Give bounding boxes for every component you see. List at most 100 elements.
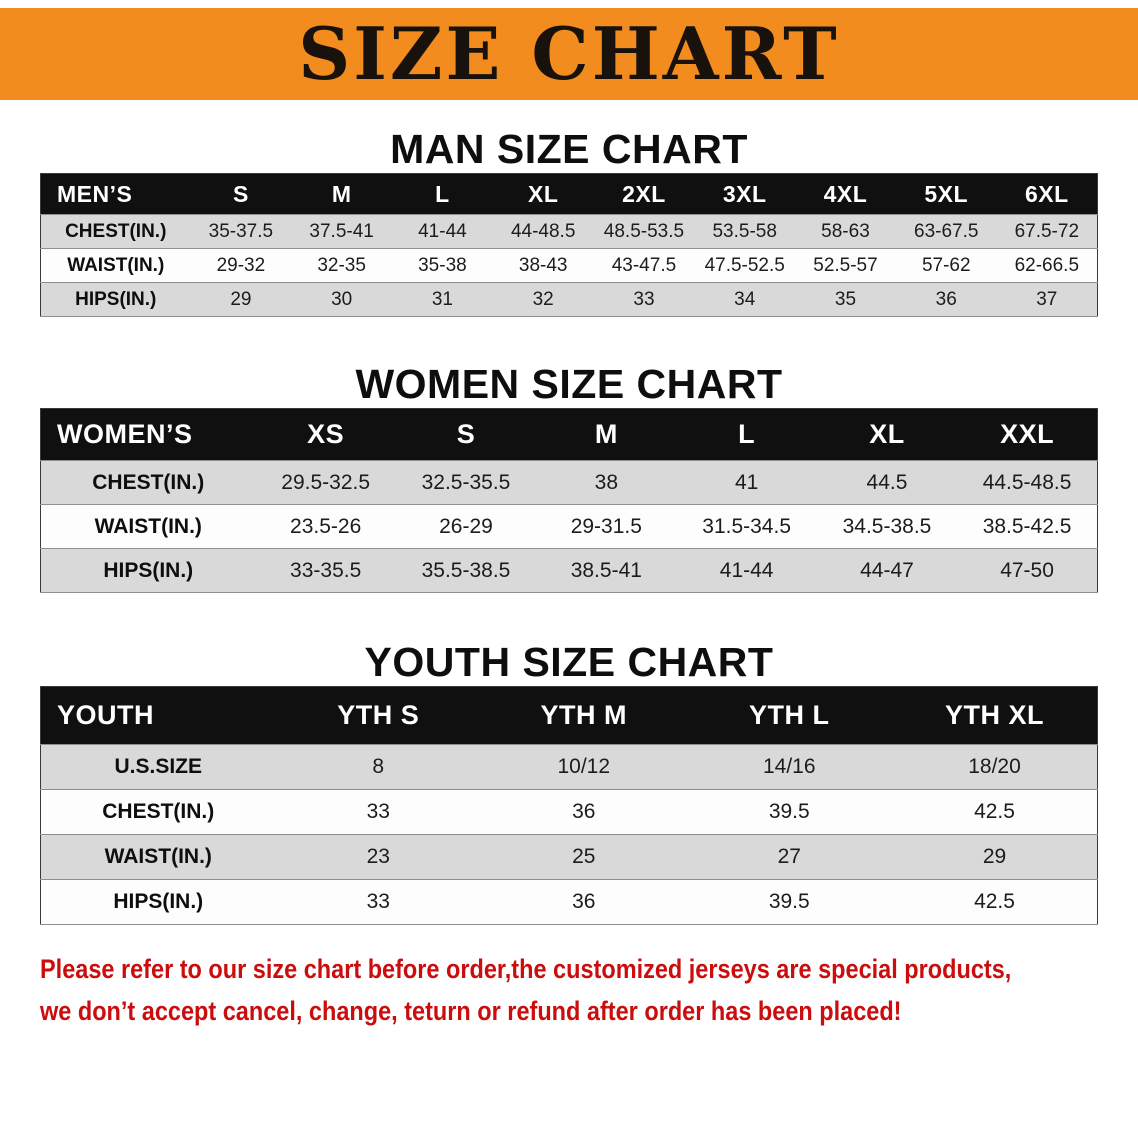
size-value-cell: 18/20 <box>892 744 1098 790</box>
size-column-header: YTH XL <box>892 686 1098 745</box>
table-row: U.S.SIZE 8 10/12 14/16 18/20 <box>40 744 1098 790</box>
measurement-row-label: WAIST(IN.) <box>40 834 276 880</box>
size-value-cell: 35 <box>795 282 896 317</box>
women-size-section: WOMEN SIZE CHART WOMEN’S XS S M L XL XXL CHEST(… <box>0 361 1138 593</box>
size-value-cell: 35-38 <box>392 248 493 283</box>
size-column-header: 2XL <box>593 173 695 215</box>
size-column-header: 3XL <box>694 173 796 215</box>
size-value-cell: 26-29 <box>395 504 537 549</box>
size-value-cell: 67.5-72 <box>996 214 1098 249</box>
size-value-cell: 63-67.5 <box>895 214 997 249</box>
size-value-cell: 33 <box>275 879 481 925</box>
size-value-cell: 34 <box>694 282 796 317</box>
size-value-cell: 47.5-52.5 <box>694 248 796 283</box>
table-corner-label: WOMEN’S <box>40 408 256 461</box>
men-size-table: MEN’S S M L XL 2XL 3XL 4XL 5XL 6XL CHEST(IN.) 35-37… <box>40 173 1098 317</box>
table-header-row: MEN’S S M L XL 2XL 3XL 4XL 5XL 6XL <box>40 173 1098 215</box>
size-column-header: M <box>291 173 393 215</box>
size-column-header: YTH L <box>686 686 892 745</box>
size-value-cell: 39.5 <box>686 789 892 835</box>
men-section-heading: MAN SIZE CHART <box>390 126 748 172</box>
size-value-cell: 33 <box>593 282 695 317</box>
size-value-cell: 41 <box>676 460 817 505</box>
size-value-cell: 41-44 <box>392 214 493 249</box>
size-value-cell: 38.5-42.5 <box>957 504 1098 549</box>
youth-size-table: YOUTH YTH S YTH M YTH L YTH XL U.S.SIZE 8 10/12… <box>40 686 1098 925</box>
table-corner-label: MEN’S <box>40 173 191 215</box>
table-row: HIPS(IN.) 29 30 31 32 33 34 35 36 37 <box>40 282 1098 317</box>
size-value-cell: 37.5-41 <box>291 214 393 249</box>
size-value-cell: 44.5-48.5 <box>957 460 1098 505</box>
size-value-cell: 23.5-26 <box>255 504 396 549</box>
size-value-cell: 62-66.5 <box>996 248 1098 283</box>
youth-size-section: YOUTH SIZE CHART YOUTH YTH S YTH M YTH L YTH… <box>0 639 1138 925</box>
size-value-cell: 58-63 <box>795 214 896 249</box>
table-header-row: WOMEN’S XS S M L XL XXL <box>40 408 1098 461</box>
size-value-cell: 53.5-58 <box>694 214 796 249</box>
women-size-table: WOMEN’S XS S M L XL XXL CHEST(IN.) 29.5-32.5 32.5… <box>40 408 1098 593</box>
table-row: WAIST(IN.) 29-32 32-35 35-38 38-43 43-47.5 47.… <box>40 248 1098 283</box>
size-value-cell: 10/12 <box>481 744 687 790</box>
table-row: HIPS(IN.) 33-35.5 35.5-38.5 38.5-41 41-44 44-… <box>40 548 1098 593</box>
size-value-cell: 47-50 <box>957 548 1098 593</box>
size-value-cell: 25 <box>481 834 687 880</box>
measurement-row-label: WAIST(IN.) <box>40 504 256 549</box>
size-value-cell: 29 <box>892 834 1098 880</box>
size-value-cell: 48.5-53.5 <box>593 214 695 249</box>
size-value-cell: 33 <box>275 789 481 835</box>
size-value-cell: 31 <box>392 282 493 317</box>
measurement-row-label: HIPS(IN.) <box>40 282 191 317</box>
size-column-header: XL <box>492 173 594 215</box>
size-value-cell: 14/16 <box>686 744 892 790</box>
women-section-heading: WOMEN SIZE CHART <box>355 361 783 407</box>
size-value-cell: 8 <box>275 744 481 790</box>
size-value-cell: 42.5 <box>892 879 1098 925</box>
size-value-cell: 41-44 <box>676 548 817 593</box>
title-banner: SIZE CHART <box>0 8 1138 100</box>
table-row: HIPS(IN.) 33 36 39.5 42.5 <box>40 879 1098 925</box>
table-row: WAIST(IN.) 23 25 27 29 <box>40 834 1098 880</box>
size-value-cell: 44-48.5 <box>492 214 594 249</box>
size-value-cell: 29.5-32.5 <box>255 460 396 505</box>
size-value-cell: 39.5 <box>686 879 892 925</box>
men-size-section: MAN SIZE CHART MEN’S S M L XL 2XL 3XL 4XL 5XL 6XL… <box>0 126 1138 317</box>
size-value-cell: 38.5-41 <box>536 548 677 593</box>
size-column-header: M <box>536 408 677 461</box>
size-value-cell: 44-47 <box>816 548 958 593</box>
size-column-header: 4XL <box>795 173 896 215</box>
size-column-header: 6XL <box>996 173 1098 215</box>
size-value-cell: 30 <box>291 282 393 317</box>
size-column-header: 5XL <box>895 173 997 215</box>
measurement-row-label: CHEST(IN.) <box>40 789 276 835</box>
size-column-header: L <box>392 173 493 215</box>
size-value-cell: 57-62 <box>895 248 997 283</box>
measurement-row-label: HIPS(IN.) <box>40 548 256 593</box>
youth-section-heading: YOUTH SIZE CHART <box>364 639 774 685</box>
size-value-cell: 42.5 <box>892 789 1098 835</box>
size-value-cell: 32.5-35.5 <box>395 460 537 505</box>
disclaimer-line-2: we don’t accept cancel, change, teturn o… <box>40 995 902 1026</box>
size-value-cell: 31.5-34.5 <box>676 504 817 549</box>
measurement-row-label: U.S.SIZE <box>40 744 276 790</box>
disclaimer-note: Please refer to our size chart before or… <box>40 949 1138 1033</box>
size-column-header: YTH M <box>481 686 687 745</box>
size-value-cell: 32-35 <box>291 248 393 283</box>
size-column-header: S <box>395 408 537 461</box>
measurement-row-label: WAIST(IN.) <box>40 248 191 283</box>
size-value-cell: 32 <box>492 282 594 317</box>
table-corner-label: YOUTH <box>40 686 276 745</box>
table-header-row: YOUTH YTH S YTH M YTH L YTH XL <box>40 686 1098 745</box>
size-value-cell: 43-47.5 <box>593 248 695 283</box>
size-value-cell: 33-35.5 <box>255 548 396 593</box>
size-chart-page: SIZE CHART MAN SIZE CHART MEN’S S M L XL 2XL 3… <box>0 8 1138 1033</box>
page-title: SIZE CHART <box>298 11 840 96</box>
size-value-cell: 38 <box>536 460 677 505</box>
size-column-header: XXL <box>957 408 1098 461</box>
size-value-cell: 37 <box>996 282 1098 317</box>
measurement-row-label: HIPS(IN.) <box>40 879 276 925</box>
size-value-cell: 29-31.5 <box>536 504 677 549</box>
table-row: CHEST(IN.) 29.5-32.5 32.5-35.5 38 41 44.5 44.5… <box>40 460 1098 505</box>
size-value-cell: 35.5-38.5 <box>395 548 537 593</box>
size-value-cell: 38-43 <box>492 248 594 283</box>
size-value-cell: 35-37.5 <box>190 214 292 249</box>
